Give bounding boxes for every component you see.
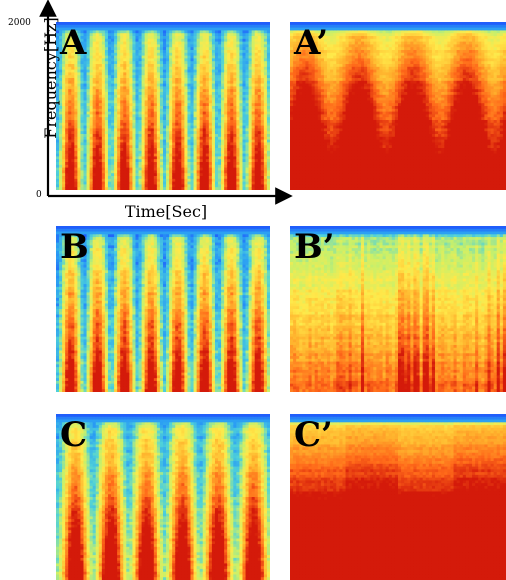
panel-label-b-prime: B’ (294, 230, 335, 264)
y-axis-max-tick: 2000 (8, 18, 31, 28)
spectrogram-a-prime-image (290, 22, 506, 190)
panel-label-a: A (60, 26, 86, 60)
spectrogram-a-image (56, 22, 270, 190)
spectrogram-a: A (56, 22, 270, 190)
x-axis-label: Time[Sec] (96, 202, 236, 221)
panel-label-c-prime: C’ (294, 418, 333, 452)
spectrogram-a-prime: A’ (290, 22, 506, 190)
spectrogram-c: C (56, 414, 270, 580)
spectrogram-c-image (56, 414, 270, 580)
spectrogram-b: B (56, 226, 270, 392)
spectrogram-b-image (56, 226, 270, 392)
panel-label-a-prime: A’ (294, 26, 328, 60)
spectrogram-c-prime: C’ (290, 414, 506, 580)
spectrogram-b-prime: B’ (290, 226, 506, 392)
spectrogram-c-prime-image (290, 414, 506, 580)
y-axis-label-text: Frequency[Hz] (41, 0, 60, 173)
panel-label-c: C (60, 418, 87, 452)
panel-label-b: B (60, 230, 89, 264)
y-axis-min-tick: 0 (36, 190, 42, 200)
spectrogram-b-prime-image (290, 226, 506, 392)
